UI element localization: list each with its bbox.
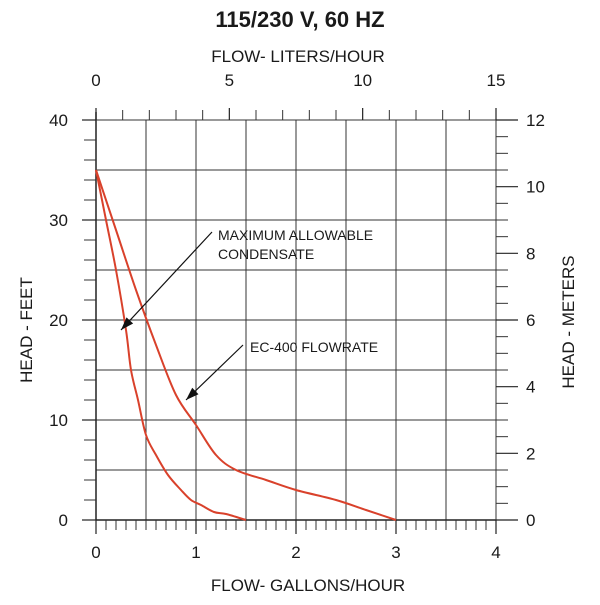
top-tick-label: 0 — [91, 71, 100, 90]
right-tick-label: 0 — [526, 511, 535, 530]
annotation-arrow-maximum-allowable-arrowhead — [121, 317, 134, 330]
grid — [95, 112, 497, 521]
left-tick-label: 20 — [49, 311, 68, 330]
left-axis-title: HEAD - FEET — [17, 277, 36, 383]
annotation-label-ec-400-flowrate: EC-400 FLOWRATE — [250, 339, 378, 355]
left-tick-label: 10 — [49, 411, 68, 430]
top-axis-title: FLOW- LITERS/HOUR — [211, 47, 384, 66]
annotation-arrow-maximum-allowable-leader — [120, 231, 213, 331]
ticks — [82, 108, 518, 534]
top-tick-label: 15 — [487, 71, 506, 90]
right-tick-label: 2 — [526, 444, 535, 463]
right-tick-label: 8 — [526, 244, 535, 263]
bottom-axis-title: FLOW- GALLONS/HOUR — [211, 576, 405, 595]
right-axis-title: HEAD - METERS — [559, 255, 578, 388]
left-tick-label: 40 — [49, 111, 68, 130]
right-tick-label: 6 — [526, 311, 535, 330]
bottom-tick-label: 4 — [491, 543, 500, 562]
bottom-tick-label: 1 — [191, 543, 200, 562]
series — [95, 169, 397, 521]
annotation-arrow-ec-400-flowrate-leader — [185, 344, 244, 401]
right-tick-label: 12 — [526, 111, 545, 130]
top-tick-label: 5 — [225, 71, 234, 90]
series-line-maximum-allowable-condensate — [95, 169, 247, 521]
annotation-line: MAXIMUM ALLOWABLE — [218, 227, 373, 243]
top-tick-label: 10 — [353, 71, 372, 90]
annotation-line: CONDENSATE — [218, 246, 314, 262]
right-tick-label: 4 — [526, 378, 535, 397]
annotation-label-maximum-allowable: MAXIMUM ALLOWABLE CONDENSATE — [218, 227, 373, 262]
annotations: MAXIMUM ALLOWABLE CONDENSATE EC-400 FLOWRA… — [120, 227, 378, 401]
left-tick-label: 30 — [49, 211, 68, 230]
series-line-ec-400-flowrate — [95, 169, 397, 521]
chart-title: 115/230 V, 60 HZ — [215, 7, 384, 32]
right-tick-label: 10 — [526, 178, 545, 197]
bottom-tick-label: 2 — [291, 543, 300, 562]
left-tick-label: 0 — [59, 511, 68, 530]
bottom-tick-label: 0 — [91, 543, 100, 562]
annotation-arrow-ec-400-flowrate-arrowhead — [186, 387, 199, 400]
bottom-tick-label: 3 — [391, 543, 400, 562]
